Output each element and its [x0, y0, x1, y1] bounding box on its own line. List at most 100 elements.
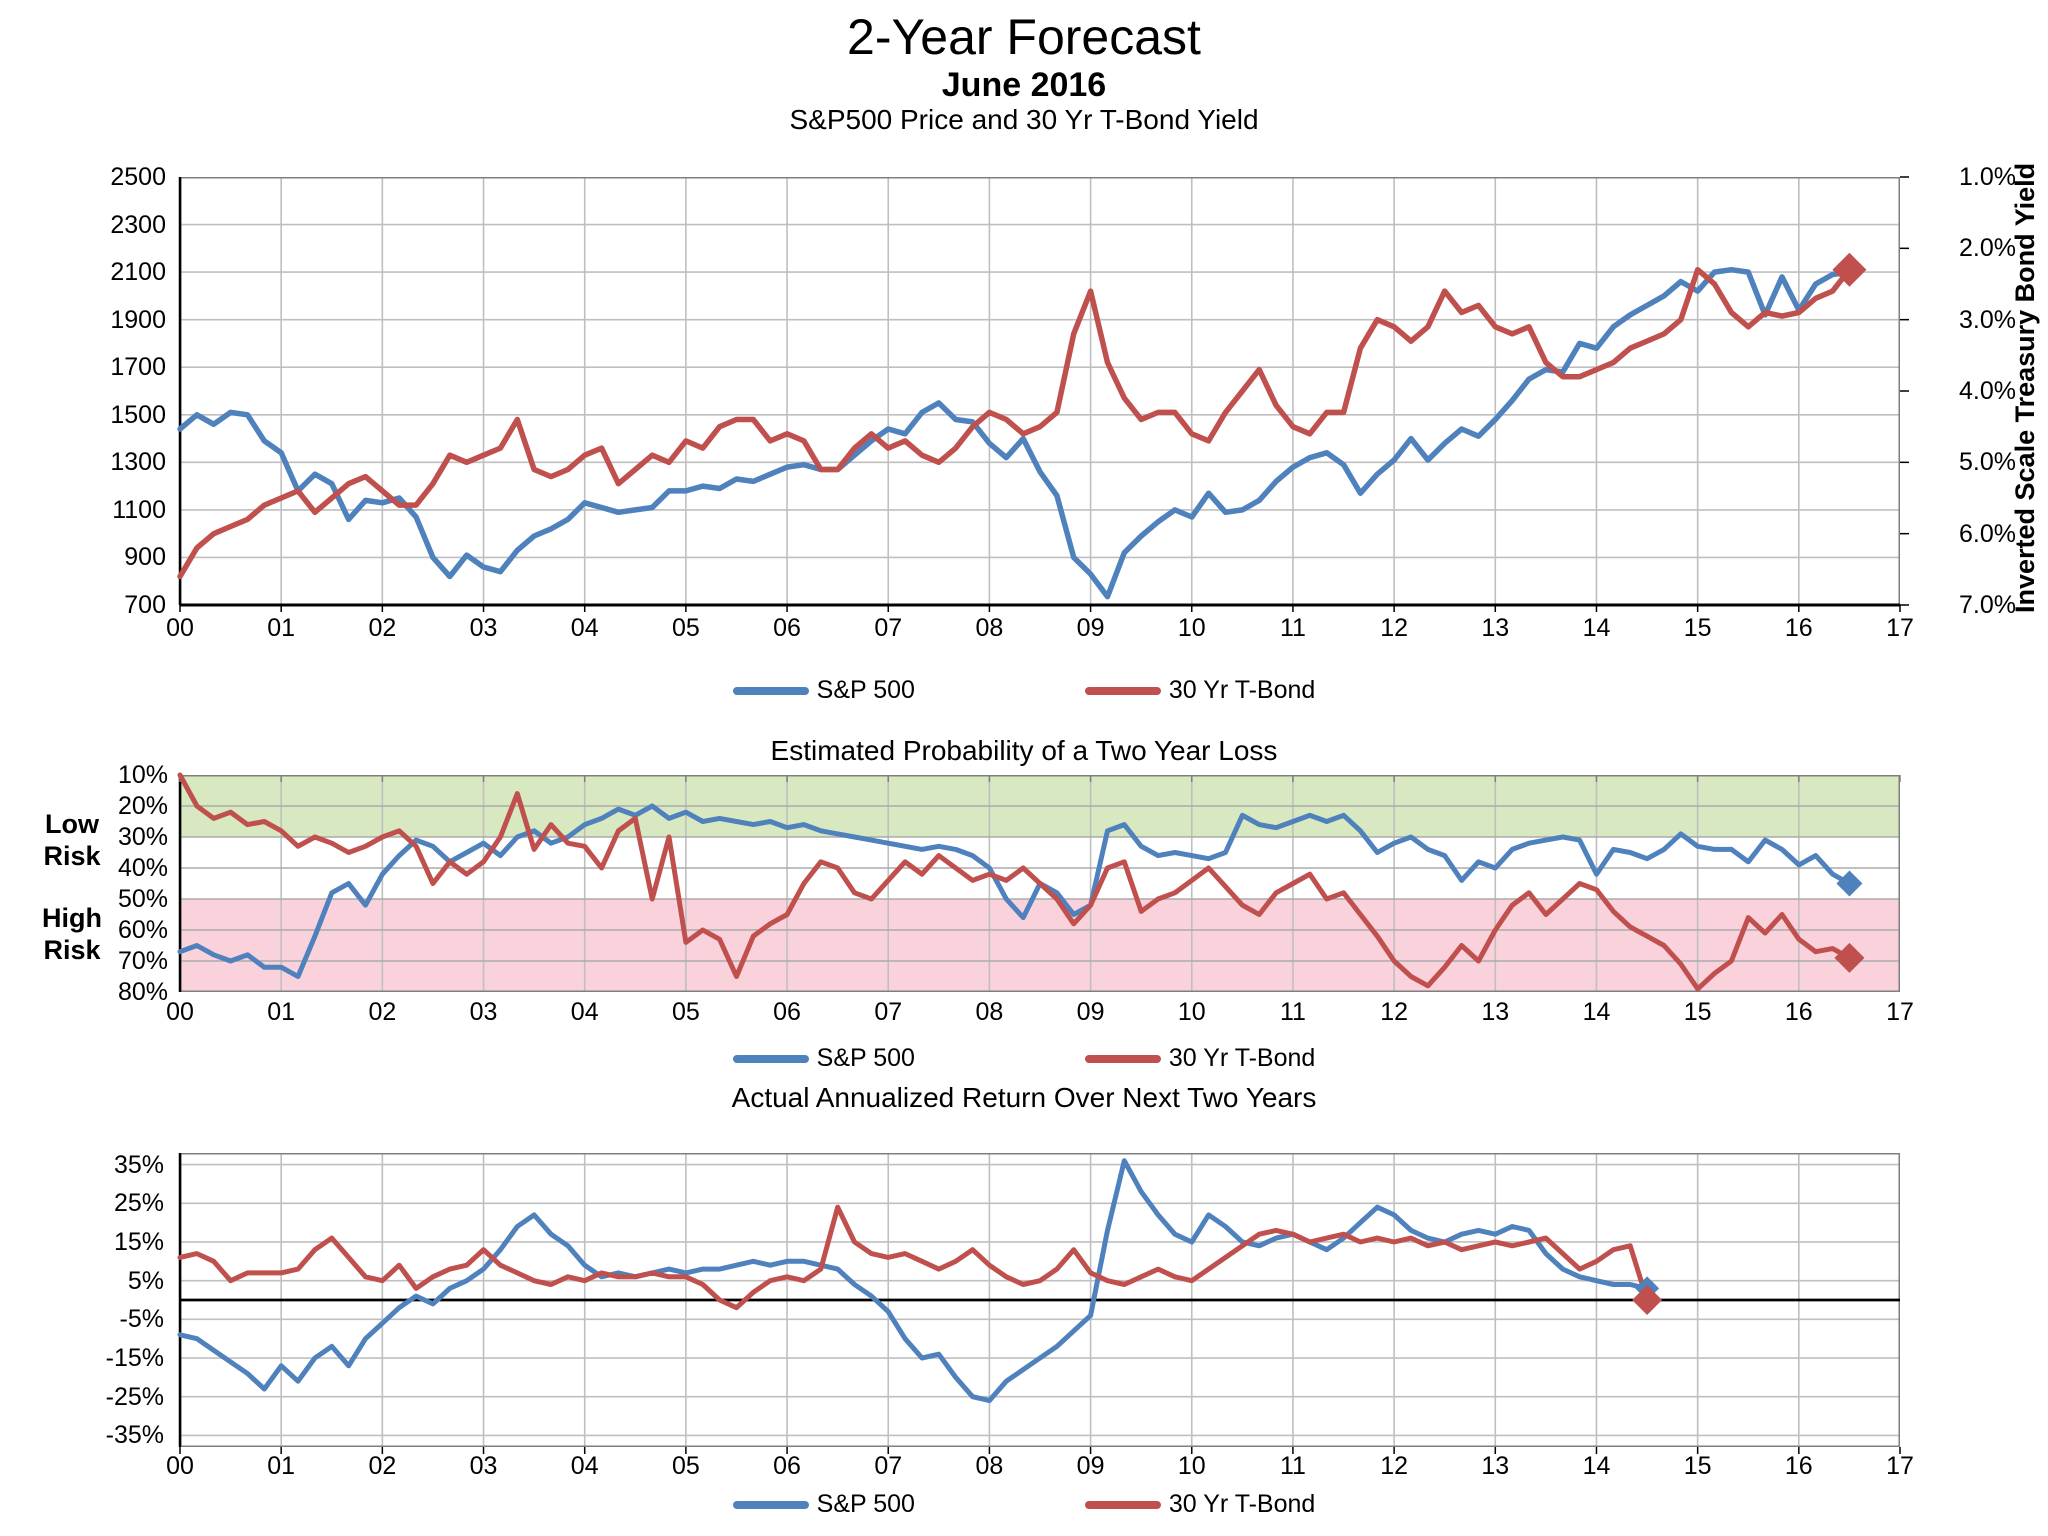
- axis-tick-label: 900: [124, 543, 166, 572]
- axis-tick-label: 16: [1784, 614, 1813, 642]
- axis-tick-label: 07: [874, 998, 903, 1026]
- axis-tick-label: 14: [1582, 1452, 1611, 1480]
- chart3-legend: S&P 500 30 Yr T-Bond: [0, 1490, 2048, 1519]
- legend-item-tbond: 30 Yr T-Bond: [1084, 1044, 1316, 1073]
- axis-tick-label: 04: [570, 614, 599, 642]
- axis-tick-label: 05: [671, 1452, 700, 1480]
- axis-tick-label: 2100: [110, 258, 166, 287]
- axis-tick-label: 17: [1886, 1452, 1914, 1480]
- page-subtitle: June 2016: [941, 66, 1107, 104]
- tbond-line-swatch: [1084, 1054, 1161, 1063]
- axis-tick-label: 35%: [113, 1150, 164, 1179]
- axis-tick-label: 11: [1279, 1452, 1306, 1480]
- axis-tick-label: -15%: [105, 1344, 164, 1373]
- axis-tick-label: 09: [1076, 998, 1105, 1026]
- axis-tick-label: 12: [1380, 998, 1409, 1026]
- axis-tick-label: 03: [469, 1452, 498, 1480]
- axis-tick-label: 08: [975, 1452, 1004, 1480]
- legend-label: 30 Yr T-Bond: [1168, 1490, 1316, 1518]
- axis-tick-label: 17: [1886, 998, 1914, 1026]
- axis-tick-label: 12: [1380, 1452, 1409, 1480]
- axis-tick-label: 10: [1177, 614, 1206, 642]
- axis-tick-label: 09: [1076, 614, 1105, 642]
- axis-tick-label: 4.0%: [1959, 377, 2016, 405]
- axis-tick-label: 16: [1784, 998, 1813, 1026]
- chart2-plot: [177, 772, 1901, 992]
- axis-tick-label: 80%: [117, 978, 168, 1006]
- axis-tick-label: 1900: [110, 305, 166, 334]
- legend-label: S&P 500: [816, 1044, 915, 1072]
- chart1-title: S&P500 Price and 30 Yr T-Bond Yield: [789, 104, 1259, 135]
- sp500-line-swatch: [732, 1054, 809, 1063]
- chart2-title: Estimated Probability of a Two Year Loss: [770, 735, 1278, 766]
- axis-tick-label: 2.0%: [1959, 234, 2016, 263]
- axis-tick-label: 1.0%: [1959, 163, 2016, 191]
- axis-tick-label: 3.0%: [1959, 305, 2016, 334]
- axis-tick-label: 06: [773, 614, 801, 642]
- axis-tick-label: 50%: [117, 885, 168, 913]
- axis-tick-label: 03: [469, 998, 498, 1026]
- axis-tick-label: 01: [267, 998, 296, 1026]
- chart1-legend: S&P 500 30 Yr T-Bond: [0, 676, 2048, 705]
- axis-tick-label: 30%: [117, 823, 168, 851]
- axis-tick-label: 2300: [110, 210, 166, 239]
- chart1-right-axis-title: Inverted Scale Treasury Bond Yield: [2010, 162, 2040, 613]
- chart2-legend: S&P 500 30 Yr T-Bond: [0, 1044, 2048, 1073]
- axis-tick-label: 1300: [110, 448, 166, 477]
- axis-tick-label: 00: [166, 614, 194, 642]
- axis-tick-label: 13: [1481, 1452, 1510, 1480]
- legend-item-sp500: S&P 500: [732, 676, 915, 705]
- chart3-title: Actual Annualized Return Over Next Two Y…: [731, 1082, 1317, 1113]
- axis-tick-label: 17: [1886, 614, 1914, 642]
- sp500-line-swatch: [732, 1500, 809, 1509]
- axis-tick-label: 14: [1582, 614, 1611, 642]
- axis-tick-label: 11: [1279, 614, 1306, 642]
- axis-tick-label: -35%: [105, 1421, 164, 1450]
- legend-label: 30 Yr T-Bond: [1168, 1044, 1316, 1072]
- axis-tick-label: 15: [1683, 614, 1712, 642]
- axis-tick-label: 20%: [117, 792, 168, 820]
- axis-tick-label: 01: [267, 1452, 296, 1480]
- axis-tick-label: 02: [368, 1452, 397, 1480]
- axis-tick-label: 15: [1683, 998, 1712, 1026]
- axis-tick-label: 5.0%: [1959, 448, 2016, 477]
- axis-tick-label: 70%: [117, 947, 168, 975]
- axis-tick-label: 01: [267, 614, 296, 642]
- axis-tick-label: 08: [975, 998, 1004, 1026]
- axis-tick-label: 14: [1582, 998, 1611, 1026]
- legend-label: S&P 500: [816, 676, 915, 704]
- axis-tick-label: 10%: [117, 761, 168, 789]
- axis-tick-label: 06: [773, 998, 801, 1026]
- axis-tick-label: 700: [124, 591, 166, 619]
- axis-tick-label: 02: [368, 998, 397, 1026]
- axis-tick-label: 11: [1279, 998, 1306, 1026]
- axis-tick-label: 05: [671, 998, 700, 1026]
- axis-tick-label: 16: [1784, 1452, 1813, 1480]
- legend-label: S&P 500: [816, 1490, 915, 1518]
- page-title: 2-Year Forecast: [847, 9, 1201, 65]
- axis-tick-label: 13: [1481, 614, 1510, 642]
- axis-tick-label: 15%: [113, 1227, 164, 1256]
- axis-tick-label: -5%: [119, 1305, 164, 1334]
- axis-tick-label: -25%: [105, 1382, 164, 1411]
- axis-tick-label: 6.0%: [1959, 519, 2016, 548]
- axis-tick-label: 04: [570, 998, 599, 1026]
- chart1-plot: [177, 176, 1909, 612]
- axis-tick-label: 1100: [112, 495, 166, 524]
- axis-tick-label: 7.0%: [1959, 591, 2016, 619]
- axis-tick-label: 15: [1683, 1452, 1712, 1480]
- legend-label: 30 Yr T-Bond: [1168, 676, 1316, 704]
- axis-tick-label: 08: [975, 614, 1004, 642]
- axis-tick-label: 07: [874, 614, 903, 642]
- axis-tick-label: 40%: [117, 854, 168, 882]
- axis-tick-label: 07: [874, 1452, 903, 1480]
- axis-tick-label: 2500: [110, 163, 166, 191]
- axis-tick-label: 10: [1177, 1452, 1206, 1480]
- axis-tick-label: 02: [368, 614, 397, 642]
- axis-tick-label: 5%: [127, 1266, 164, 1295]
- tbond-line-swatch: [1084, 686, 1161, 695]
- sp500-line-swatch: [732, 686, 809, 695]
- axis-tick-label: 10: [1177, 998, 1206, 1026]
- legend-item-sp500: S&P 500: [732, 1490, 915, 1519]
- axis-tick-label: 13: [1481, 998, 1510, 1026]
